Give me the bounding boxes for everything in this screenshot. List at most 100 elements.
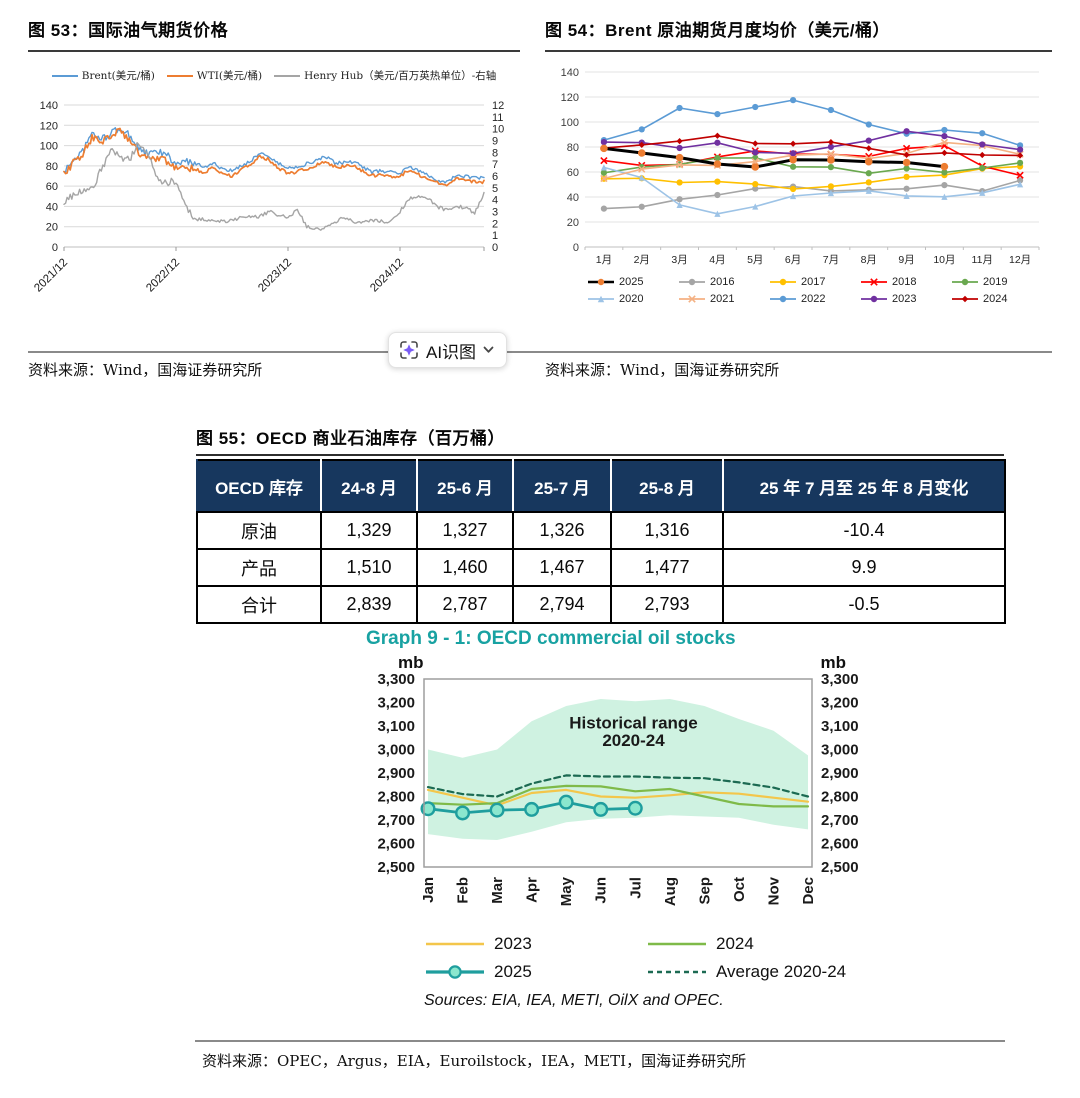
table-row: 原油 1,329 1,327 1,326 1,316 -10.4	[196, 511, 1006, 550]
fig54-source-label: 资料来源：Wind，国海证券研究所	[545, 361, 780, 379]
y-axis-label-right: 4	[492, 195, 498, 207]
y-axis-label-left: 2,700	[377, 812, 415, 829]
y-axis-label: 20	[567, 217, 579, 229]
oecd-stocks-table: OECD 库存 24-8 月 25-6 月 25-7 月 25-8 月 25 年 7 月至…	[196, 459, 1006, 624]
graph91-sources: Sources: EIA, IEA, METI, OilX and OPEC.	[424, 992, 724, 1009]
x-axis-label: 3月	[671, 254, 687, 266]
legend-item-2023: 2023	[860, 293, 951, 305]
y-axis-label-right: 9	[492, 136, 498, 148]
unit-label-left: mb	[398, 653, 424, 672]
table-cell: -0.5	[722, 585, 1006, 624]
table-row: 产品 1,510 1,460 1,467 1,477 9.9	[196, 548, 1006, 587]
y-axis-label-right: 6	[492, 171, 498, 183]
fig53-source-label: 资料来源：Wind，国海证券研究所	[28, 361, 263, 379]
table-cell: 1,326	[512, 511, 612, 550]
y-axis-label-right: 3,200	[821, 695, 859, 712]
fig54-block: 图 54：Brent 原油期货月度均价（美元/桶） 0 20 40 60 80 100 12…	[545, 16, 1052, 305]
y-axis-label-right: 8	[492, 147, 498, 159]
ai-button-label: AI识图	[426, 342, 477, 362]
legend-swatch	[952, 295, 978, 303]
x-axis-label: 2021/12	[32, 257, 70, 295]
table-header-cell: 25-8 月	[610, 460, 723, 513]
table-cell: 1,329	[320, 511, 418, 550]
y-axis-label-right: 11	[492, 112, 503, 124]
plot-border	[423, 678, 813, 868]
x-axis-label: 6月	[785, 254, 801, 266]
legend-label: 2017	[801, 276, 826, 288]
graph91-chart: 2,500 2,500 2,600 2,600 2,700 2,700 2,800 2,800…	[377, 671, 859, 906]
y-axis-label-left: 2,600	[377, 836, 415, 853]
y-axis-label-left: 100	[40, 141, 58, 153]
x-axis-label: 9月	[898, 254, 914, 266]
legend-swatch	[588, 278, 614, 286]
ai-recognize-button[interactable]: AI识图	[388, 332, 508, 368]
fig54-chart: 0 20 40 60 80 100 120 140 1月 2月 3月 4月 5月 6月 7月 8月 9月 10月 1…	[561, 67, 1040, 266]
legend-item-2024: 2024	[646, 934, 882, 954]
table-cell: 2,793	[610, 585, 724, 624]
y-axis-label-left: 120	[40, 120, 58, 132]
table-cell: 1,510	[320, 548, 418, 587]
x-axis-label: 2月	[634, 254, 650, 266]
x-axis-label: 5月	[747, 254, 763, 266]
fig54-title: 图 54：Brent 原油期货月度均价（美元/桶）	[545, 21, 890, 40]
legend-label: 2023	[494, 934, 532, 953]
legend-item-2020: 2020	[587, 293, 678, 305]
legend-swatch	[648, 942, 706, 946]
x-axis-label: 1月	[596, 254, 612, 266]
legend-item-2022: 2022	[769, 293, 860, 305]
legend-label: 2023	[892, 293, 917, 305]
legend-label: Brent(美元/桶)	[81, 70, 155, 82]
y-axis-label: 0	[573, 242, 579, 254]
graph91-legend: 2023 2024 2025 Average 2020-24	[424, 934, 882, 982]
y-axis-label: 120	[561, 92, 579, 104]
y-axis-label-left: 3,300	[377, 673, 415, 688]
table-cell: 产品	[196, 548, 322, 587]
y-axis-label-left: 3,100	[377, 718, 415, 735]
legend-swatch	[679, 278, 705, 286]
table-header-cell: OECD 库存	[196, 460, 321, 513]
y-axis-label-right: 2,800	[821, 789, 859, 806]
table-cell: 1,316	[610, 511, 724, 550]
table-header-cell: 24-8 月	[320, 460, 417, 513]
legend-swatch	[648, 970, 706, 974]
chevron-down-icon[interactable]	[483, 346, 494, 354]
fig53-legend: Brent(美元/桶) WTI(美元/桶) Henry Hub（美元/百万英热单位）…	[28, 68, 520, 83]
legend-item-2016: 2016	[678, 276, 769, 288]
y-axis-label-right: 1	[492, 230, 498, 242]
y-axis-label-right: 2,500	[821, 859, 859, 876]
data-point-2025	[489, 802, 505, 818]
legend-swatch	[679, 295, 705, 303]
legend-item-2017: 2017	[769, 276, 860, 288]
series-line-2024	[603, 135, 1021, 157]
table-cell: -10.4	[722, 511, 1006, 550]
annotation-line1: Historical range	[569, 713, 698, 732]
fig53-chart: 02040608010012014001234567891011122021/1…	[32, 100, 504, 295]
table-header-cell: 25 年 7 月至 25 年 8 月变化	[722, 460, 1005, 513]
table-header-cell: 25-7 月	[512, 460, 611, 513]
series-line-2017	[603, 165, 1021, 190]
graph91-units: mb mb	[358, 650, 882, 673]
table-cell: 9.9	[722, 548, 1006, 587]
legend-swatch	[426, 965, 484, 979]
y-axis-label-right: 2,900	[821, 765, 859, 782]
legend-swatch	[861, 295, 887, 303]
series-line-2022	[603, 99, 1021, 147]
series-line-average-2020-24	[426, 774, 810, 798]
table-header-cell: 25-6 月	[416, 460, 513, 513]
y-axis-label-right: 3,100	[821, 718, 859, 735]
legend-label: 2025	[619, 276, 644, 288]
x-axis-label: Dec	[800, 877, 817, 905]
y-axis-label-left: 140	[40, 100, 58, 112]
y-axis-label-left: 80	[46, 161, 58, 173]
historical-range-band	[428, 699, 808, 840]
x-axis-label: Oct	[731, 877, 748, 902]
y-axis-label-left: 0	[52, 242, 58, 254]
table-cell: 原油	[196, 511, 322, 550]
y-axis-label: 80	[567, 142, 579, 154]
table-cell: 1,477	[610, 548, 724, 587]
data-point-2025	[420, 801, 436, 817]
legend-item-2021: 2021	[678, 293, 769, 305]
fig54-title-rule	[545, 50, 1052, 52]
x-axis-label: 11月	[972, 254, 993, 266]
